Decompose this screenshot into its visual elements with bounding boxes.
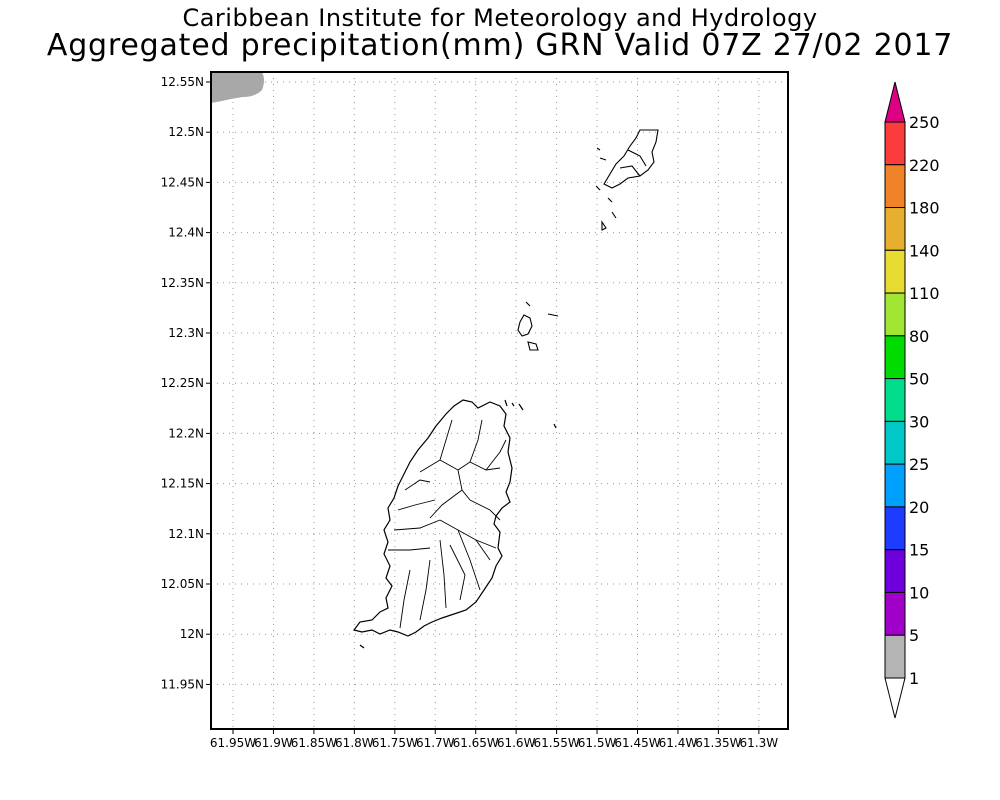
legend-level-label: 25 <box>909 455 929 474</box>
map-frame <box>210 71 789 730</box>
lat-tick-label: 12.25N <box>161 376 204 390</box>
longitude-tick-labels: 61.95W61.9W61.85W61.8W61.75W61.7W61.65W6… <box>210 729 778 750</box>
legend-color-box <box>884 207 906 251</box>
lon-tick-label: 61.6W <box>497 736 536 750</box>
legend-color-box <box>884 634 906 679</box>
lat-tick-label: 11.95N <box>161 677 204 691</box>
legend-level-label: 180 <box>909 199 940 218</box>
latitude-tick-labels: 12.55N 12.5N 12.45N 12.4N 12.35N 12.3N 12.25N 1… <box>161 75 211 691</box>
legend-bottom-arrow <box>884 677 906 719</box>
precip-area <box>211 72 264 103</box>
carriacou-island <box>595 129 659 231</box>
lat-tick-label: 12.4N <box>168 226 204 240</box>
legend-level-label: 80 <box>909 327 929 346</box>
lon-tick-label: 61.45W <box>614 736 660 750</box>
legend-level-label: 20 <box>909 498 929 517</box>
grenada-island <box>352 399 557 649</box>
lat-tick-label: 12.2N <box>168 426 204 440</box>
legend-color-box <box>884 249 906 294</box>
legend-color-box <box>884 335 906 380</box>
lat-tick-label: 12N <box>180 627 204 641</box>
lon-tick-label: 61.55W <box>533 736 579 750</box>
lat-tick-label: 12.5N <box>168 125 204 139</box>
legend-color-box <box>884 549 906 593</box>
lat-tick-label: 12.3N <box>168 326 204 340</box>
lat-tick-label: 12.05N <box>161 577 204 591</box>
lon-tick-label: 61.9W <box>254 736 293 750</box>
legend-level-label: 1 <box>909 669 919 688</box>
legend-level-label: 5 <box>909 626 919 645</box>
legend-level-label: 110 <box>909 284 940 303</box>
lon-tick-label: 61.35W <box>695 736 741 750</box>
chart-subtitle: Aggregated precipitation(mm) GRN Valid 0… <box>46 28 954 63</box>
legend-level-label: 10 <box>909 583 929 602</box>
grenada-boundaries <box>388 419 507 629</box>
legend-level-label: 30 <box>909 412 929 431</box>
legend-level-label: 15 <box>909 541 929 560</box>
lon-tick-label: 61.95W <box>210 736 256 750</box>
lat-tick-label: 12.35N <box>161 276 204 290</box>
lon-tick-label: 61.5W <box>578 736 617 750</box>
legend-color-box <box>884 121 906 166</box>
lon-tick-label: 61.65W <box>453 736 499 750</box>
lon-tick-label: 61.3W <box>740 736 779 750</box>
legend-color-box <box>884 164 906 209</box>
map-grid <box>211 72 788 729</box>
lon-tick-label: 61.75W <box>372 736 418 750</box>
legend-top-arrow <box>884 81 906 123</box>
legend-color-box <box>884 506 906 551</box>
legend-color-box <box>884 420 906 465</box>
lat-tick-label: 12.45N <box>161 175 204 189</box>
lat-tick-label: 12.55N <box>161 75 204 89</box>
lon-tick-label: 61.85W <box>291 736 337 750</box>
legend-color-box <box>884 292 906 337</box>
lon-tick-label: 61.8W <box>335 736 374 750</box>
legend-level-label: 250 <box>909 113 940 132</box>
legend-level-label: 140 <box>909 241 940 260</box>
lat-tick-label: 12.1N <box>168 527 204 541</box>
legend-level-label: 220 <box>909 156 940 175</box>
legend-color-box <box>884 591 906 636</box>
legend-color-box <box>884 463 906 508</box>
legend-color-box <box>884 378 906 422</box>
lat-tick-label: 12.15N <box>161 477 204 491</box>
small-islets <box>517 301 559 351</box>
lon-tick-label: 61.7W <box>416 736 455 750</box>
lon-tick-label: 61.4W <box>659 736 698 750</box>
legend-level-label: 50 <box>909 370 929 389</box>
chart-title: Caribbean Institute for Meteorology and … <box>182 4 818 32</box>
